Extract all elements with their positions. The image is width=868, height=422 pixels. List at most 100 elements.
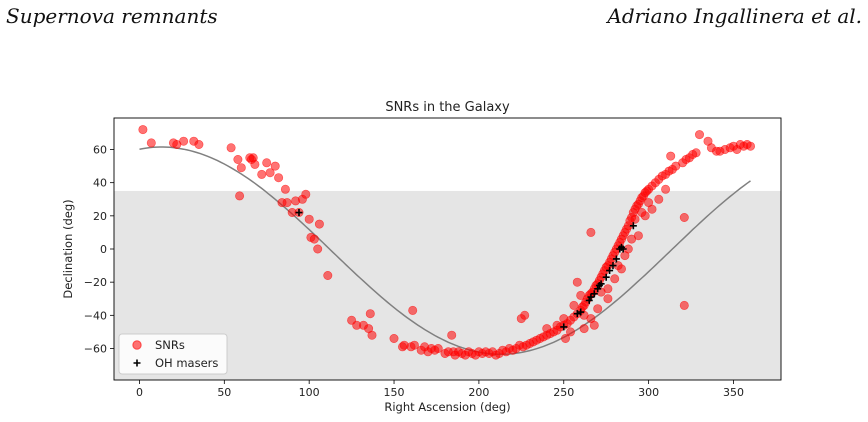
- legend-plus-icon: [133, 359, 141, 367]
- snr-point: [194, 140, 204, 150]
- y-axis-label: Declination (deg): [61, 199, 75, 298]
- chart-legend: SNRs OH masers: [118, 333, 228, 375]
- snr-point: [408, 305, 418, 315]
- legend-box: [118, 333, 228, 375]
- legend-maser-marker: [133, 359, 141, 367]
- oh-maser-point: [587, 293, 595, 301]
- snr-point: [282, 198, 292, 208]
- snr-point: [694, 130, 704, 140]
- x-tick-label: 150: [384, 386, 405, 399]
- snr-point: [610, 274, 620, 284]
- snr-point: [542, 324, 552, 334]
- y-tick-label: −40: [84, 309, 107, 322]
- x-tick-label: 300: [638, 386, 659, 399]
- snr-point: [433, 343, 443, 353]
- oh-maser-point: [606, 267, 614, 275]
- snr-point: [691, 148, 701, 158]
- snr-point: [323, 270, 333, 280]
- snr-point: [313, 244, 323, 254]
- snr-point: [586, 314, 596, 324]
- x-tick-label: 50: [217, 386, 231, 399]
- snr-point: [603, 294, 613, 304]
- snr-point: [552, 320, 562, 330]
- snr-point: [138, 125, 148, 135]
- snr-point: [265, 168, 275, 178]
- snr-point: [679, 213, 689, 223]
- running-header-right: Adriano Ingallinera et al.: [607, 4, 862, 28]
- y-tick-label: 20: [93, 210, 107, 223]
- snr-point: [666, 151, 676, 161]
- oh-maser-point: [612, 255, 620, 263]
- snr-point: [627, 234, 637, 244]
- snr-point: [233, 155, 243, 165]
- snr-point: [679, 300, 689, 310]
- snr-point: [179, 136, 189, 146]
- snr-point: [257, 169, 267, 179]
- oh-maser-point: [619, 245, 627, 253]
- oh-maser-point: [295, 209, 303, 217]
- snr-point: [309, 234, 319, 244]
- snr-point: [569, 300, 579, 310]
- snr-point: [262, 158, 272, 168]
- legend-snr-label: SNRs: [155, 338, 185, 352]
- chart-title: SNRs in the Galaxy: [385, 100, 510, 115]
- galactic-plane-curve: [139, 146, 751, 356]
- snr-point: [280, 184, 290, 194]
- y-tick-label: −60: [84, 342, 107, 355]
- plot-axes: 0 50 100 150 200 250 300 350 −60 −40 −20 0 20 40 60: [84, 117, 782, 399]
- snr-point: [579, 324, 589, 334]
- snr-point: [389, 333, 399, 343]
- x-tick-label: 200: [468, 386, 489, 399]
- snr-point: [367, 330, 377, 340]
- legend-maser-label: OH masers: [155, 356, 218, 370]
- snr-point: [647, 204, 657, 214]
- y-tick-label: −20: [84, 276, 107, 289]
- x-axis-label: Right Ascension (deg): [384, 400, 510, 414]
- snr-point: [640, 211, 650, 221]
- x-tick-label: 250: [553, 386, 574, 399]
- oh-maser-point: [560, 323, 568, 331]
- snr-point: [301, 189, 311, 199]
- snr-point: [146, 138, 156, 148]
- legend-snr-marker: [132, 340, 142, 350]
- y-tick-label: 60: [93, 144, 107, 157]
- snr-point: [745, 141, 755, 151]
- snr-point: [520, 310, 530, 320]
- snr-point: [620, 251, 630, 261]
- snr-point: [654, 194, 664, 204]
- snr-point: [235, 191, 245, 201]
- oh-maser-point: [629, 222, 637, 230]
- snr-point: [447, 330, 457, 340]
- x-tick-label: 0: [136, 386, 143, 399]
- x-tick-label: 350: [723, 386, 744, 399]
- snr-point: [304, 214, 314, 224]
- snr-point: [572, 277, 582, 287]
- snr-point: [630, 214, 640, 224]
- snr-point: [250, 159, 260, 169]
- oh-maser-point: [597, 280, 605, 288]
- snr-point: [365, 309, 375, 319]
- x-tick-label: 100: [299, 386, 320, 399]
- snr-point: [593, 304, 603, 314]
- y-tick-label: 40: [93, 177, 107, 190]
- snr-point: [236, 163, 246, 173]
- snr-point: [270, 161, 280, 171]
- running-header-left: Supernova remnants: [6, 4, 218, 28]
- snr-point: [409, 340, 419, 350]
- snr-point: [560, 333, 570, 343]
- oh-maser-point: [602, 273, 610, 281]
- oh-maser-point: [577, 308, 585, 316]
- snr-point: [314, 219, 324, 229]
- snr-point: [586, 227, 596, 237]
- snr-point: [661, 184, 671, 194]
- oh-maser-point: [609, 262, 617, 270]
- y-tick-label: 0: [100, 243, 107, 256]
- snr-point: [274, 173, 284, 183]
- snr-point: [559, 314, 569, 324]
- oh-maser-point: [590, 290, 598, 298]
- snr-point: [565, 327, 575, 337]
- snr-point: [226, 143, 236, 153]
- snr-point: [576, 290, 586, 300]
- snr-point: [603, 284, 613, 294]
